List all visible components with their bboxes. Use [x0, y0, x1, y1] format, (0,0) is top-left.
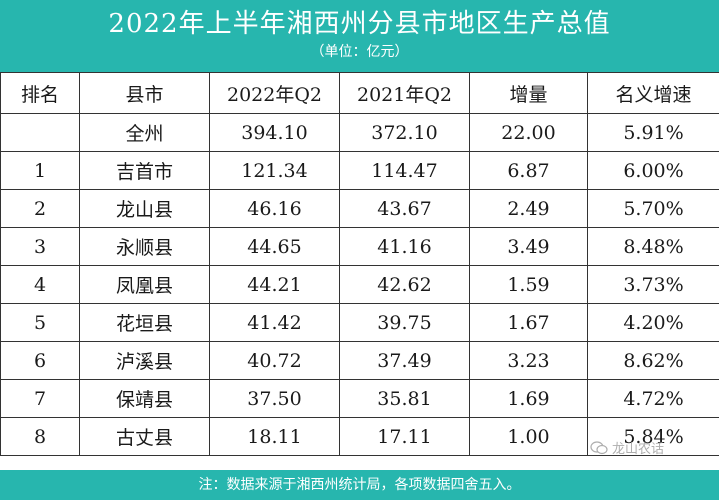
- cell-county: 保靖县: [79, 379, 210, 418]
- table-row: 5 花垣县 41.42 39.75 1.67 4.20%: [0, 303, 719, 342]
- table-row: 3 永顺县 44.65 41.16 3.49 8.48%: [0, 227, 719, 266]
- cell-2022q2: 41.42: [209, 303, 340, 342]
- table-row: 7 保靖县 37.50 35.81 1.69 4.72%: [0, 379, 719, 418]
- cell-2021q2: 41.16: [339, 227, 470, 266]
- cell-rank: 3: [0, 227, 80, 266]
- cell-2022q2: 394.10: [209, 113, 340, 152]
- unit-note: （单位：亿元）: [310, 44, 409, 60]
- cell-county: 吉首市: [79, 151, 210, 190]
- cell-county: 古丈县: [79, 417, 210, 456]
- cell-county: 永顺县: [79, 227, 210, 266]
- cell-increment: 22.00: [469, 113, 588, 152]
- cell-rank: 5: [0, 303, 80, 342]
- cell-rank: 1: [0, 151, 80, 190]
- cell-increment: 1.59: [469, 265, 588, 304]
- cell-county: 花垣县: [79, 303, 210, 342]
- cell-rank: [0, 113, 80, 152]
- cell-2022q2: 44.65: [209, 227, 340, 266]
- cell-increment: 2.49: [469, 189, 588, 228]
- cell-2022q2: 37.50: [209, 379, 340, 418]
- header-growth: 名义增速: [587, 72, 719, 114]
- wechat-icon: [590, 440, 608, 454]
- cell-growth: 5.91%: [587, 113, 719, 152]
- cell-2021q2: 42.62: [339, 265, 470, 304]
- cell-growth: 3.73%: [587, 265, 719, 304]
- page-title: 2022年上半年湘西州分县市地区生产总值: [108, 9, 611, 39]
- cell-2021q2: 372.10: [339, 113, 470, 152]
- cell-2022q2: 121.34: [209, 151, 340, 190]
- table-row: 1 吉首市 121.34 114.47 6.87 6.00%: [0, 151, 719, 190]
- cell-growth: 4.20%: [587, 303, 719, 342]
- cell-county: 龙山县: [79, 189, 210, 228]
- header-2022q2: 2022年Q2: [209, 72, 340, 114]
- cell-2021q2: 37.49: [339, 341, 470, 380]
- cell-rank: 4: [0, 265, 80, 304]
- cell-increment: 1.00: [469, 417, 588, 456]
- cell-rank: 7: [0, 379, 80, 418]
- cell-2021q2: 114.47: [339, 151, 470, 190]
- cell-2022q2: 44.21: [209, 265, 340, 304]
- cell-2021q2: 39.75: [339, 303, 470, 342]
- watermark-text: 龙山农话: [612, 442, 665, 457]
- cell-2021q2: 17.11: [339, 417, 470, 456]
- header-county: 县市: [79, 72, 210, 114]
- cell-2021q2: 35.81: [339, 379, 470, 418]
- title-banner: [0, 0, 719, 72]
- cell-rank: 6: [0, 341, 80, 380]
- cell-growth: 6.00%: [587, 151, 719, 190]
- cell-rank: 2: [0, 189, 80, 228]
- cell-growth: 4.72%: [587, 379, 719, 418]
- cell-growth: 5.84%: [587, 417, 719, 456]
- cell-increment: 3.49: [469, 227, 588, 266]
- cell-growth: 8.62%: [587, 341, 719, 380]
- header-rank: 排名: [0, 72, 80, 114]
- cell-county: 凤凰县: [79, 265, 210, 304]
- cell-increment: 6.87: [469, 151, 588, 190]
- cell-2021q2: 43.67: [339, 189, 470, 228]
- cell-growth: 5.70%: [587, 189, 719, 228]
- table-row: 6 泸溪县 40.72 37.49 3.23 8.62%: [0, 341, 719, 380]
- watermark: 龙山农话: [590, 438, 664, 457]
- cell-rank: 8: [0, 417, 80, 456]
- header-row: 排名 县市 2022年Q2 2021年Q2 增量 名义增速: [0, 72, 719, 114]
- table-row: 2 龙山县 46.16 43.67 2.49 5.70%: [0, 189, 719, 228]
- table-row: 全州 394.10 372.10 22.00 5.91%: [0, 113, 719, 152]
- table-row: 8 古丈县 18.11 17.11 1.00 5.84%: [0, 417, 719, 456]
- cell-2022q2: 46.16: [209, 189, 340, 228]
- cell-increment: 1.67: [469, 303, 588, 342]
- cell-increment: 1.69: [469, 379, 588, 418]
- header-2021q2: 2021年Q2: [339, 72, 470, 114]
- cell-county: 全州: [79, 113, 210, 152]
- table-row: 4 凤凰县 44.21 42.62 1.59 3.73%: [0, 265, 719, 304]
- cell-2022q2: 40.72: [209, 341, 340, 380]
- cell-county: 泸溪县: [79, 341, 210, 380]
- source-note: 注：数据来源于湘西州统计局，各项数据四舍五入。: [0, 470, 719, 500]
- data-table: 排名 县市 2022年Q2 2021年Q2 增量 名义增速 全州 394.10 …: [0, 72, 719, 456]
- header-increment: 增量: [469, 72, 588, 114]
- cell-increment: 3.23: [469, 341, 588, 380]
- cell-growth: 8.48%: [587, 227, 719, 266]
- cell-2022q2: 18.11: [209, 417, 340, 456]
